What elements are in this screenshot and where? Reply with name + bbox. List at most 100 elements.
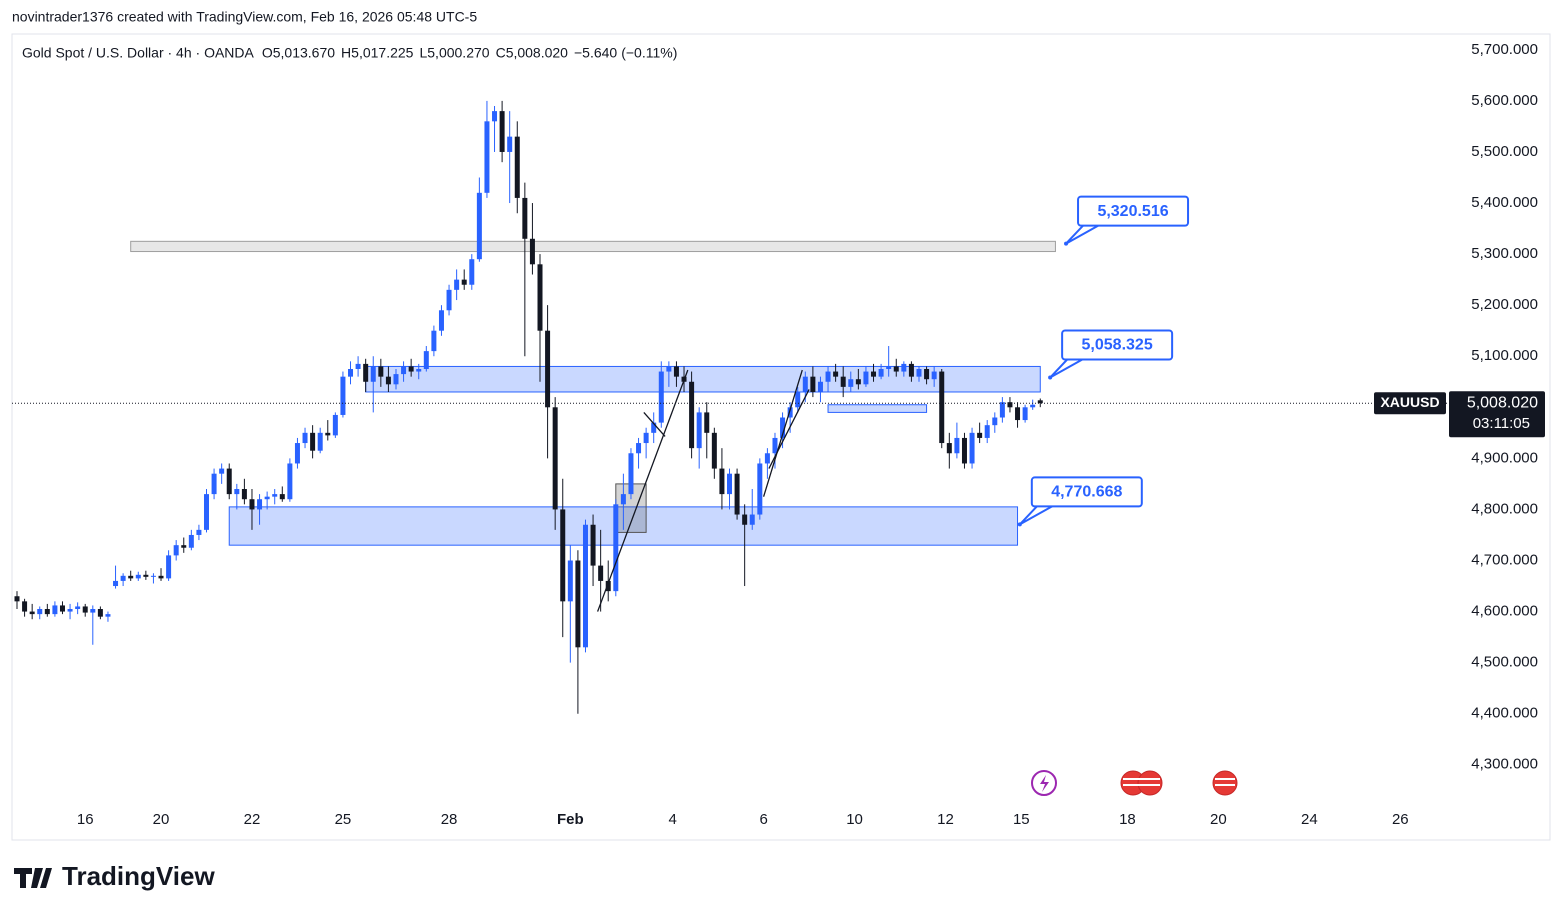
candle-body	[143, 574, 149, 577]
trend-line	[768, 389, 810, 469]
y-tick-label: 4,400.000	[1471, 705, 1538, 722]
countdown: 03:11:05	[1473, 415, 1530, 432]
candle-body	[97, 609, 103, 617]
candle-body	[135, 574, 141, 579]
candle-body	[363, 363, 369, 382]
ohlc-key: O	[262, 45, 273, 61]
candle-body	[590, 524, 596, 566]
candle-body	[90, 609, 96, 613]
candle-body	[1007, 402, 1013, 408]
y-tick-label: 5,400.000	[1471, 194, 1538, 211]
candle-body	[984, 425, 990, 438]
candle-body	[128, 575, 134, 579]
y-tick-label: 5,100.000	[1471, 347, 1538, 364]
y-tick-label: 5,700.000	[1471, 41, 1538, 58]
candle-body	[893, 366, 899, 372]
candle-body	[113, 580, 119, 587]
ohlc-value: 5,017.225	[351, 45, 413, 61]
trend-line	[762, 369, 803, 497]
event-icon[interactable]	[1137, 770, 1163, 796]
candle-body	[446, 289, 452, 311]
event-icon[interactable]	[1212, 770, 1238, 796]
candle-body	[689, 381, 695, 449]
symbol-tag: XAUUSD	[1380, 394, 1439, 410]
callout-anchor	[1048, 375, 1053, 380]
candle-body	[264, 496, 270, 500]
candle-body	[1030, 404, 1036, 408]
candle-body	[59, 605, 65, 612]
candle-body	[787, 407, 793, 418]
x-tick-label: 16	[77, 811, 94, 828]
candle-body	[977, 432, 983, 438]
candle-body	[817, 381, 823, 392]
y-tick-label: 4,800.000	[1471, 500, 1538, 517]
callout-label: 4,770.668	[1051, 484, 1122, 501]
candle-body	[529, 238, 535, 265]
callout-pointer	[1049, 357, 1088, 379]
candle-body	[742, 514, 748, 525]
candle-body	[241, 489, 247, 500]
candle-body	[833, 371, 839, 377]
candle-body	[393, 374, 399, 385]
candle-body	[886, 366, 892, 369]
candle-body	[658, 371, 664, 423]
candle-body	[317, 432, 323, 451]
candle-body	[37, 609, 43, 615]
candle-body	[22, 601, 28, 612]
candle-body	[492, 111, 498, 122]
candle-body	[636, 443, 642, 454]
candle-body	[908, 363, 914, 377]
candle-body	[203, 494, 209, 530]
candle-body	[514, 136, 520, 198]
candle-body	[257, 499, 263, 510]
y-tick-label: 4,500.000	[1471, 654, 1538, 671]
candle-body	[438, 310, 444, 331]
change: −5.640	[574, 45, 617, 61]
candle-body	[939, 371, 945, 444]
candle-body	[666, 366, 672, 372]
change-pct: (−0.11%)	[621, 45, 677, 61]
ohlc-value: 5,013.670	[273, 45, 335, 61]
header: novintrader1376 created with TradingView…	[12, 9, 477, 25]
candle-body	[348, 368, 354, 377]
candle-body	[598, 565, 604, 581]
ohlc-value: 5,000.270	[427, 45, 489, 61]
trend-line	[643, 411, 666, 437]
candle-body	[476, 192, 482, 260]
y-tick-label: 5,500.000	[1471, 143, 1538, 160]
candle-body	[166, 555, 172, 579]
candle-body	[279, 494, 285, 500]
candle-body	[1037, 400, 1043, 404]
x-tick-label: 22	[244, 811, 261, 828]
candle-body	[29, 611, 35, 615]
candle-body	[340, 376, 346, 415]
candle-body	[848, 379, 854, 387]
y-tick-label: 4,700.000	[1471, 551, 1538, 568]
flag-stripes	[1123, 778, 1235, 786]
candle-body	[780, 417, 786, 438]
candle-body	[560, 509, 566, 602]
candle-body	[946, 443, 952, 454]
candle-body	[863, 371, 869, 385]
candle-body	[378, 366, 384, 377]
candle-body	[302, 432, 308, 444]
ohlc-value: 5,008.020	[506, 45, 568, 61]
ohlc-key: L	[419, 45, 427, 61]
candle-body	[901, 363, 907, 372]
candle-body	[924, 368, 930, 380]
candle-body	[370, 366, 376, 382]
candle-body	[173, 545, 179, 556]
candle-body	[188, 534, 194, 548]
candle-body	[992, 417, 998, 426]
candle-body	[673, 366, 679, 377]
callout-label: 5,058.325	[1082, 337, 1153, 354]
candle-body	[552, 407, 558, 510]
candle-body	[628, 453, 634, 495]
callout-pointer	[1065, 223, 1104, 245]
candle-body	[567, 560, 573, 602]
candle-body	[878, 368, 884, 377]
candle-body	[840, 376, 846, 387]
candle-body	[643, 432, 649, 444]
candle-body	[105, 614, 111, 617]
